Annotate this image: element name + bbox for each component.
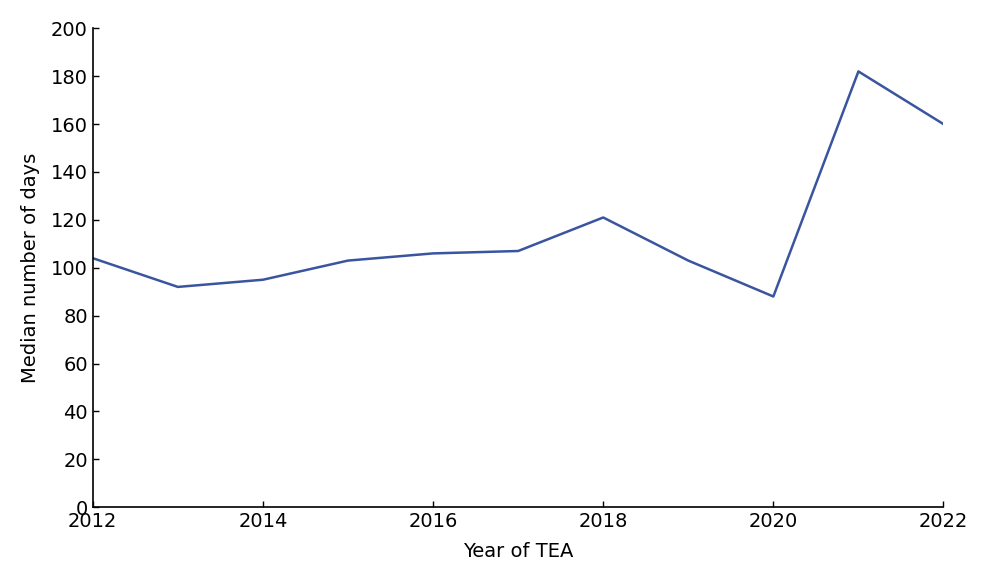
X-axis label: Year of TEA: Year of TEA	[463, 542, 574, 561]
Y-axis label: Median number of days: Median number of days	[21, 152, 40, 383]
